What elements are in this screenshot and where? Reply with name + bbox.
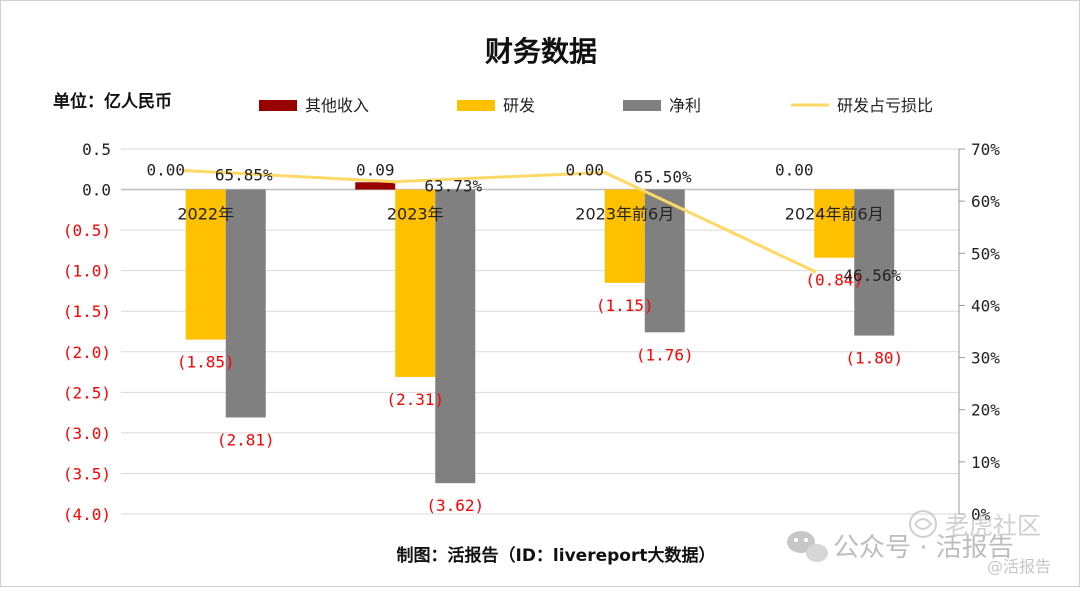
- line-series: [183, 168, 817, 274]
- watermark-account: 公众号 · 活报告: [833, 533, 1014, 563]
- right-tick-label: 50%: [971, 244, 1000, 263]
- ratio-point: [812, 269, 817, 274]
- bar-data-label: 0.00: [146, 161, 185, 180]
- left-tick-label: (1.0): [63, 262, 111, 281]
- bar: [355, 182, 396, 190]
- bar-data-label: (2.81): [217, 430, 275, 449]
- watermark-brand: 老虎社区: [945, 512, 1041, 540]
- right-tick-label: 70%: [971, 140, 1000, 159]
- bar-data-label: (1.15): [596, 296, 654, 315]
- category-label: 2024年前6月: [785, 205, 884, 224]
- ratio-point: [393, 179, 398, 184]
- legend-label: 其他收入: [305, 96, 369, 115]
- unit-label: 单位：亿人民币: [53, 91, 172, 112]
- bars: [185, 182, 895, 484]
- bar: [644, 189, 685, 333]
- chart-title: 财务数据: [485, 35, 597, 68]
- bar: [814, 189, 855, 258]
- legend: 其他收入 研发 净利 研发占亏损比: [259, 96, 933, 115]
- right-tick-label: 10%: [971, 453, 1000, 472]
- bar-data-label: 0.09: [356, 161, 395, 180]
- category-labels: 2022年 2023年 2023年前6月 2024年前6月: [177, 205, 883, 224]
- left-tick-label: 0.0: [82, 181, 111, 200]
- source-label: 制图：活报告（ID：livereport大数据）: [397, 545, 716, 566]
- category-label: 2023年前6月: [575, 205, 674, 224]
- left-tick-label: (3.0): [63, 424, 111, 443]
- right-tick-label: 20%: [971, 401, 1000, 420]
- right-axis: 0% 10% 20% 30% 40% 50% 60% 70%: [958, 140, 1000, 524]
- legend-label: 研发占亏损比: [837, 96, 933, 115]
- left-tick-label: (1.5): [63, 302, 111, 321]
- ratio-point: [183, 168, 188, 173]
- legend-label: 净利: [669, 96, 701, 115]
- bar: [604, 189, 645, 283]
- watermark: 公众号 · 活报告 老虎社区 @活报告: [787, 510, 1051, 576]
- bar: [854, 189, 895, 336]
- left-axis: 0.5 0.0 (0.5) (1.0) (1.5) (2.0) (2.5) (3.0) (3.5…: [63, 140, 111, 524]
- ratio-point: [602, 170, 607, 175]
- left-tick-label: (0.5): [63, 221, 111, 240]
- right-tick-label: 60%: [971, 192, 1000, 211]
- bar-data-label: 0.00: [775, 161, 814, 180]
- bar: [185, 189, 226, 340]
- bar-data-label: (1.76): [636, 345, 694, 364]
- ratio-line: [185, 169, 815, 273]
- bar: [435, 189, 476, 484]
- category-label: 2023年: [387, 205, 444, 224]
- bar-data-label: (3.62): [426, 496, 484, 515]
- left-tick-label: (4.0): [63, 505, 111, 524]
- ratio-data-label: 46.56%: [843, 266, 901, 285]
- legend-swatch: [623, 100, 661, 111]
- left-tick-label: (2.5): [63, 383, 111, 402]
- right-tick-label: 0%: [971, 505, 991, 524]
- wechat-icon: [787, 531, 828, 562]
- category-label: 2022年: [177, 205, 234, 224]
- right-tick-label: 40%: [971, 296, 1000, 315]
- ratio-data-label: 65.85%: [215, 166, 273, 185]
- legend-swatch: [457, 100, 495, 111]
- left-tick-label: (2.0): [63, 343, 111, 362]
- right-tick-label: 30%: [971, 349, 1000, 368]
- ratio-data-label: 63.73%: [424, 177, 482, 196]
- left-tick-label: 0.5: [82, 140, 111, 159]
- legend-swatch: [259, 100, 297, 111]
- left-tick-label: (3.5): [63, 464, 111, 483]
- tiger-logo-icon: [909, 510, 937, 538]
- bar-data-label: (2.31): [386, 390, 444, 409]
- bar: [395, 189, 436, 377]
- ratio-data-label: 65.50%: [634, 167, 692, 186]
- bar-data-label: (0.84): [805, 271, 863, 290]
- watermark-handle: @活报告: [987, 557, 1051, 576]
- data-labels: 0.00 0.09 0.00 0.00 (1.85) (2.31) (1.15) (0.84)…: [146, 161, 903, 516]
- legend-label: 研发: [503, 96, 535, 115]
- bar-data-label: (1.80): [845, 349, 903, 368]
- bar: [225, 189, 266, 418]
- bar-data-label: (1.85): [177, 353, 235, 372]
- bar-data-label: 0.00: [565, 161, 604, 180]
